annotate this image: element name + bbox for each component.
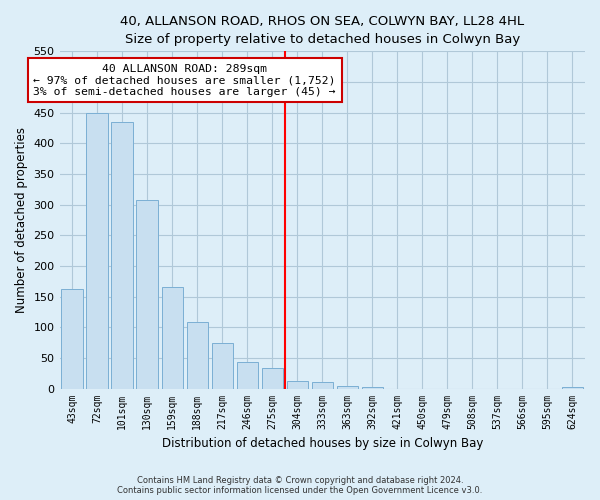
Bar	[262, 368, 283, 388]
Text: 40 ALLANSON ROAD: 289sqm
← 97% of detached houses are smaller (1,752)
3% of semi: 40 ALLANSON ROAD: 289sqm ← 97% of detach…	[34, 64, 336, 97]
Bar	[86, 112, 108, 388]
Y-axis label: Number of detached properties: Number of detached properties	[15, 127, 28, 313]
Bar	[187, 322, 208, 388]
Text: Contains HM Land Registry data © Crown copyright and database right 2024.
Contai: Contains HM Land Registry data © Crown c…	[118, 476, 482, 495]
Bar	[236, 362, 258, 388]
Bar	[212, 343, 233, 388]
Bar	[311, 382, 333, 388]
X-axis label: Distribution of detached houses by size in Colwyn Bay: Distribution of detached houses by size …	[161, 437, 483, 450]
Bar	[337, 386, 358, 388]
Bar	[112, 122, 133, 388]
Bar	[287, 381, 308, 388]
Title: 40, ALLANSON ROAD, RHOS ON SEA, COLWYN BAY, LL28 4HL
Size of property relative t: 40, ALLANSON ROAD, RHOS ON SEA, COLWYN B…	[120, 15, 524, 46]
Bar	[61, 288, 83, 388]
Bar	[161, 288, 183, 388]
Bar	[136, 200, 158, 388]
